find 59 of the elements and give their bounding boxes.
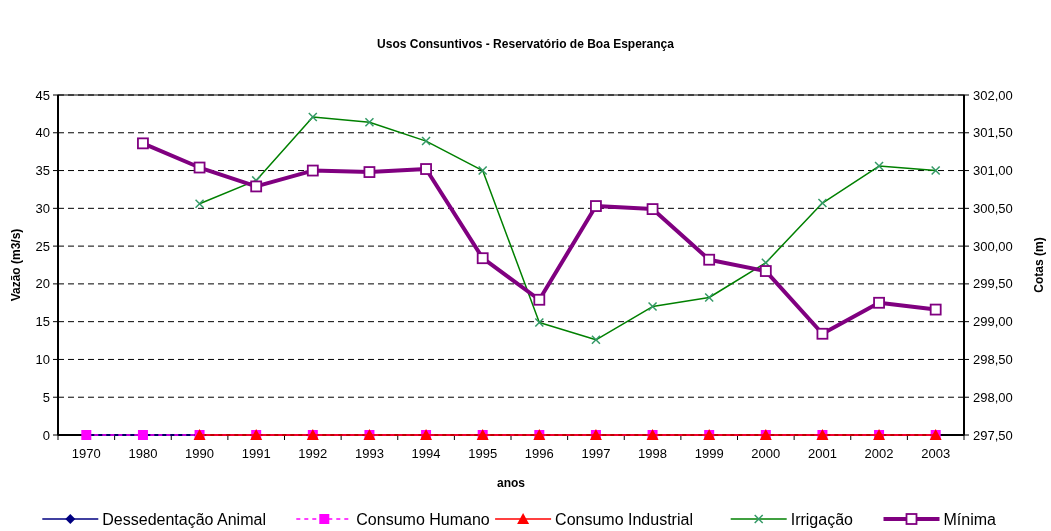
y-tick-label: 35 [35, 163, 50, 179]
y2-tick-label: 299,00 [973, 314, 1013, 330]
legend-label: Consumo Industrial [555, 510, 693, 528]
x-tick-label: 2002 [864, 446, 894, 461]
y-tick-label: 10 [35, 351, 50, 367]
legend-label: Dessedentação Animal [102, 510, 266, 528]
point [590, 200, 602, 212]
point [420, 163, 432, 175]
point [929, 303, 942, 316]
y-tick-label: 0 [42, 427, 50, 443]
point [703, 253, 716, 266]
y-tick-label: 5 [42, 389, 50, 405]
legend-label: Consumo Humano [356, 510, 490, 528]
y-tick-label: 40 [35, 125, 50, 141]
point [533, 293, 546, 306]
point [137, 137, 149, 150]
x-tick-label: 1996 [524, 446, 554, 461]
point [759, 265, 772, 277]
x-tick-label: 1998 [638, 446, 668, 461]
y-tick-label: 20 [35, 276, 50, 292]
point [306, 164, 319, 177]
y2-tick-label: 300,00 [973, 238, 1013, 254]
x-tick-label: 2000 [751, 446, 781, 461]
y2-tick-label: 302,00 [973, 87, 1013, 103]
y2-tick-label: 298,00 [973, 389, 1013, 405]
x-tick-label: 1980 [128, 446, 158, 461]
legend-label: Irrigação [790, 510, 854, 528]
x-tick-label: 2001 [807, 446, 837, 461]
point [363, 166, 376, 178]
y2-tick-label: 299,50 [973, 276, 1013, 292]
y2-tick-label: 301,50 [973, 125, 1013, 141]
y2-axis-title: Cotas (m) [1032, 237, 1046, 293]
x-tick-label: 1994 [411, 446, 441, 461]
y2-tick-label: 301,00 [973, 163, 1013, 179]
y2-tick-label: 300,50 [973, 200, 1013, 216]
legend-label: Mínima [943, 510, 997, 528]
x-tick-label: 1990 [185, 446, 215, 461]
x-tick-label: 1970 [71, 446, 101, 461]
x-tick-label: 1999 [694, 446, 724, 461]
y2-tick-label: 298,50 [973, 351, 1013, 367]
point [250, 180, 263, 193]
point [816, 327, 829, 340]
y-tick-label: 45 [35, 87, 50, 103]
x-tick-label: 1993 [354, 446, 384, 461]
point [646, 203, 659, 215]
x-axis-title: anos [496, 476, 526, 490]
point [873, 296, 885, 309]
x-tick-label: 1991 [241, 446, 271, 461]
y-axis-title: Vazão (m3/s) [9, 228, 23, 302]
point [476, 252, 489, 265]
x-tick-label: 1995 [468, 446, 498, 461]
x-tick-label: 1997 [581, 446, 611, 461]
y-tick-label: 15 [35, 314, 50, 330]
y-tick-label: 30 [35, 200, 50, 216]
y2-tick-label: 297,50 [973, 427, 1013, 443]
y-tick-label: 25 [35, 238, 50, 254]
x-tick-label: 2003 [921, 446, 951, 461]
chart-title: Usos Consuntivos - Reservatório de Boa Esperança [377, 37, 675, 51]
x-tick-label: 1992 [298, 446, 328, 461]
